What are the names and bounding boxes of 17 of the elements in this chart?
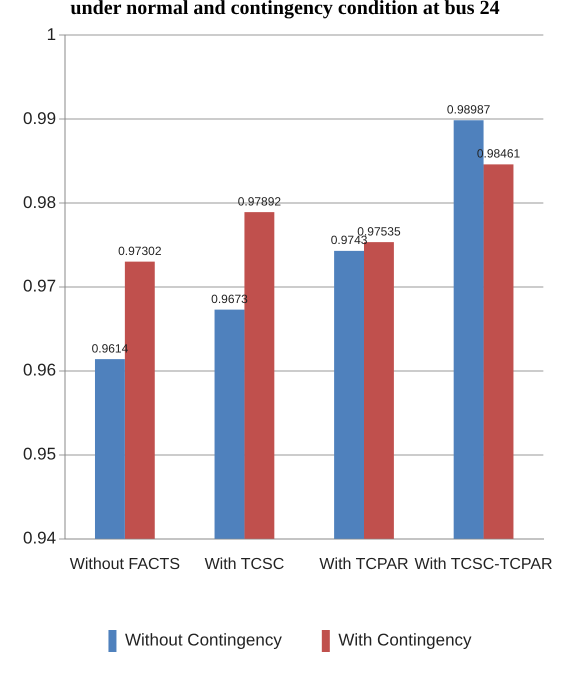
y-tick-label: 0.99 (22, 108, 56, 128)
y-tick-label: 1 (46, 24, 56, 44)
y-tick-label: 0.95 (22, 444, 56, 464)
data-label: 0.97892 (238, 194, 282, 208)
data-label: 0.97302 (118, 244, 162, 258)
y-tick-label: 0.96 (22, 360, 56, 380)
y-tick-label: 0.98 (22, 192, 56, 212)
x-tick-label: With TCPAR (319, 556, 409, 573)
x-tick-label: With TCSC-TCPAR (414, 556, 553, 573)
chart-title: under normal and contingency condition at bus 24 (69, 0, 501, 21)
x-tick-label: With TCSC (204, 556, 284, 573)
y-tick-label: 0.94 (22, 528, 56, 548)
y-tick-label: 0.97 (22, 276, 56, 296)
data-label: 0.98987 (446, 102, 491, 117)
x-tick-label: Without FACTS (70, 556, 180, 573)
legend-label: Without Contingency (124, 630, 282, 650)
legend-label: With Contingency (338, 630, 472, 650)
